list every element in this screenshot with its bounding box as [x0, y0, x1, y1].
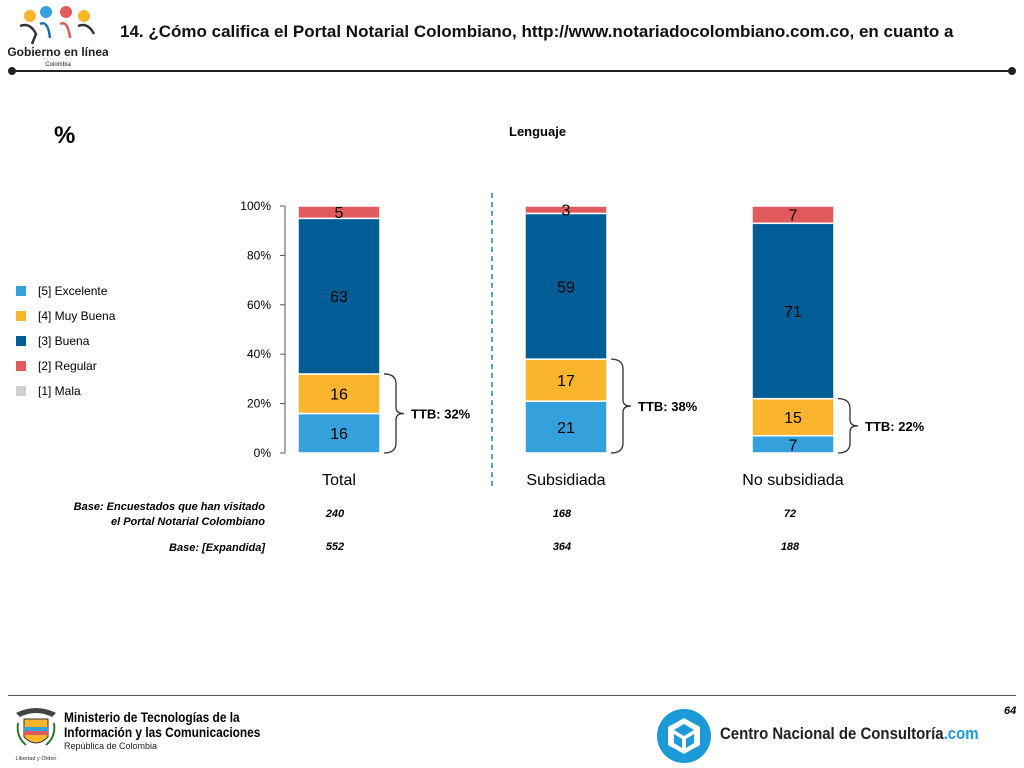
ttb-label: TTB: 38% [638, 399, 698, 414]
base-row2-value-total: 552 [325, 541, 345, 553]
bar-segment [524, 212, 608, 360]
cnc-logo-icon [657, 709, 711, 763]
legend-label: [4] Muy Buena [38, 308, 116, 323]
data-label: 7 [789, 208, 798, 225]
bar-segment [751, 397, 835, 437]
chart-title: Lenguaje [509, 124, 567, 139]
bar-segment [297, 373, 381, 415]
ministry-line1: Ministerio de Tecnologías de la [64, 709, 240, 725]
data-label: 15 [784, 410, 802, 427]
base-row1-value-total: 240 [325, 508, 345, 520]
gobierno-en-linea-logo: Gobierno en línea Colombia [8, 6, 108, 68]
bar-segment [751, 205, 835, 225]
base-row1-label-line1: Base: Encuestados que han visitado [73, 501, 265, 513]
slide-title: 14. ¿Cómo califica el Portal Notarial Co… [120, 22, 954, 41]
base-row2-value-no-subsidiada: 188 [780, 541, 800, 553]
base-row2-label: Base: [Expandida] [169, 542, 265, 554]
data-label: 5 [335, 205, 344, 222]
ttb-label: TTB: 22% [865, 419, 925, 434]
bar-segment [297, 205, 381, 220]
legend-label: [3] Buena [38, 333, 90, 348]
bar-segment [297, 217, 381, 375]
data-label: 3 [562, 203, 571, 220]
footer-divider [8, 695, 1016, 696]
data-label: 16 [330, 426, 348, 443]
legend-swatch [16, 360, 26, 371]
svg-text:Gobierno en línea: Gobierno en línea [8, 45, 108, 59]
legend-item-muy-buena: [4] Muy Buena [16, 303, 115, 328]
bar-segment [524, 400, 608, 454]
svg-text:Colombia: Colombia [45, 62, 71, 68]
chart-legend: [5] Excelente [4] Muy Buena [3] Buena [2… [16, 278, 115, 403]
category-label: Subsidiada [526, 472, 605, 489]
legend-item-excelente: [5] Excelente [16, 278, 115, 303]
cnc-name: Centro Nacional de Consultoría.com [720, 724, 979, 744]
y-tick-label: 80% [247, 248, 271, 262]
legend-swatch [16, 335, 26, 346]
legend-item-regular: [2] Regular [16, 353, 115, 378]
ttb-bracket [610, 358, 632, 454]
legend-swatch [16, 285, 26, 296]
colombia-coat-of-arms-logo: Libertad y Orden [16, 708, 57, 762]
y-tick-label: 20% [247, 397, 271, 411]
legend-label: [5] Excelente [38, 283, 108, 298]
ministry-line3: República de Colombia [64, 741, 158, 751]
y-tick-label: 60% [247, 298, 271, 312]
data-label: 17 [557, 373, 575, 390]
base-row1-label-line2: el Portal Notarial Colombiano [110, 516, 265, 528]
ttb-label: TTB: 32% [411, 406, 471, 421]
legend-swatch [16, 310, 26, 321]
category-label: No subsidiada [742, 472, 844, 489]
bar-segment [297, 412, 381, 454]
legend-label: [1] Mala [38, 383, 81, 398]
bar-segment [751, 222, 835, 400]
legend-item-buena: [3] Buena [16, 328, 115, 353]
data-label: 16 [330, 387, 348, 404]
base-row2-value-subsidiada: 364 [552, 541, 572, 553]
base-row1-value-no-subsidiada: 72 [783, 508, 797, 520]
base-row1-label: Base: Encuestados que han visitado el Po… [40, 500, 265, 530]
stacked-bar-chart: 0% 20% 40% 60% 80% 100% 16 16 63 5 Total TTB: 32% 21… [240, 193, 925, 489]
ttb-bracket [383, 373, 405, 454]
data-label: 71 [784, 304, 802, 321]
ministry-line2: Información y las Comunicaciones [64, 724, 261, 740]
data-label: 21 [557, 420, 575, 437]
ttb-bracket [837, 398, 859, 454]
cnc-name-suffix: .com [943, 724, 979, 743]
cnc-name-main: Centro Nacional de Consultoría [720, 724, 944, 743]
ministry-name: Ministerio de Tecnologías de la Informac… [64, 710, 295, 752]
title-divider [8, 67, 1016, 75]
legend-item-mala: [1] Mala [16, 378, 115, 403]
data-label: 7 [789, 437, 798, 454]
data-label: 59 [557, 279, 575, 296]
percent-symbol: % [54, 122, 76, 149]
legend-label: [2] Regular [38, 358, 97, 373]
y-tick-label: 0% [254, 446, 272, 460]
category-label: Total [322, 472, 356, 489]
page-number: 64 [1004, 705, 1017, 717]
data-label: 63 [330, 289, 348, 306]
svg-text:Libertad y Orden: Libertad y Orden [16, 756, 57, 762]
y-tick-label: 40% [247, 347, 271, 361]
base-row1-value-subsidiada: 168 [552, 508, 572, 520]
bar-segment [524, 205, 608, 215]
y-tick-label: 100% [240, 199, 271, 213]
legend-swatch [16, 385, 26, 396]
